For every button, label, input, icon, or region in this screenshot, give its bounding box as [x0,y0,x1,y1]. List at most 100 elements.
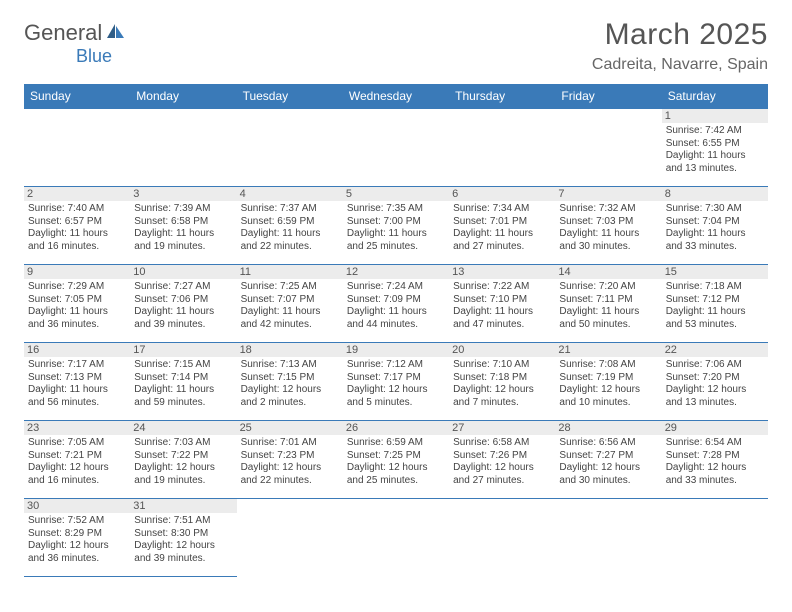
calendar-day-cell [555,109,661,187]
day-detail-line: Sunset: 7:18 PM [453,372,551,385]
day-number: 16 [24,343,130,357]
calendar-day-cell: 24Sunrise: 7:03 AMSunset: 7:22 PMDayligh… [130,421,236,499]
day-number: 19 [343,343,449,357]
day-detail-line: Daylight: 11 hours [134,228,232,241]
day-detail-line: Daylight: 11 hours [453,306,551,319]
day-number: 9 [24,265,130,279]
calendar-day-cell: 5Sunrise: 7:35 AMSunset: 7:00 PMDaylight… [343,187,449,265]
day-detail-line: Daylight: 11 hours [559,228,657,241]
day-number: 10 [130,265,236,279]
day-detail-line: Sunset: 7:14 PM [134,372,232,385]
day-detail-line: and 2 minutes. [241,397,339,410]
day-detail-line: and 25 minutes. [347,475,445,488]
calendar-day-cell: 1Sunrise: 7:42 AMSunset: 6:55 PMDaylight… [662,109,768,187]
day-detail-line: Sunset: 7:17 PM [347,372,445,385]
day-detail-line: Sunrise: 7:35 AM [347,203,445,216]
calendar-column-header: Friday [555,84,661,109]
day-detail-line: Daylight: 12 hours [241,384,339,397]
day-detail-line: Sunrise: 7:18 AM [666,281,764,294]
day-detail-line: Sunset: 7:22 PM [134,450,232,463]
day-detail-line: and 42 minutes. [241,319,339,332]
calendar-column-header: Sunday [24,84,130,109]
day-detail-line: Daylight: 11 hours [134,306,232,319]
day-detail-line: Daylight: 12 hours [453,462,551,475]
day-detail-line: Sunset: 6:55 PM [666,138,764,151]
day-detail-line: and 39 minutes. [134,319,232,332]
day-detail-line: Sunrise: 7:24 AM [347,281,445,294]
day-detail-line: Daylight: 12 hours [666,462,764,475]
day-detail-line: and 36 minutes. [28,553,126,566]
day-number: 30 [24,499,130,513]
day-detail-line: Sunrise: 7:32 AM [559,203,657,216]
calendar-week-row: 9Sunrise: 7:29 AMSunset: 7:05 PMDaylight… [24,265,768,343]
calendar-week-row: 2Sunrise: 7:40 AMSunset: 6:57 PMDaylight… [24,187,768,265]
day-detail-line: Sunset: 7:25 PM [347,450,445,463]
day-number: 20 [449,343,555,357]
day-detail-line: Sunset: 7:10 PM [453,294,551,307]
day-detail-line: and 30 minutes. [559,241,657,254]
day-detail-line: Sunrise: 7:20 AM [559,281,657,294]
day-detail-line: Daylight: 12 hours [559,384,657,397]
day-detail-line: and 59 minutes. [134,397,232,410]
day-detail-line: Sunrise: 7:12 AM [347,359,445,372]
calendar-day-cell: 13Sunrise: 7:22 AMSunset: 7:10 PMDayligh… [449,265,555,343]
calendar-day-cell: 19Sunrise: 7:12 AMSunset: 7:17 PMDayligh… [343,343,449,421]
day-detail-line: and 13 minutes. [666,397,764,410]
calendar-column-header: Wednesday [343,84,449,109]
page-title: March 2025 [24,18,768,52]
calendar-day-cell [237,499,343,577]
day-detail-line: Daylight: 11 hours [241,228,339,241]
day-detail-line: Daylight: 12 hours [666,384,764,397]
day-number: 7 [555,187,661,201]
day-detail-line: and 22 minutes. [241,241,339,254]
day-detail-line: Daylight: 11 hours [347,306,445,319]
calendar-day-cell: 29Sunrise: 6:54 AMSunset: 7:28 PMDayligh… [662,421,768,499]
day-detail-line: and 27 minutes. [453,475,551,488]
day-number: 11 [237,265,343,279]
day-number: 18 [237,343,343,357]
day-detail-line: and 19 minutes. [134,241,232,254]
day-detail-line: and 19 minutes. [134,475,232,488]
calendar-day-cell: 23Sunrise: 7:05 AMSunset: 7:21 PMDayligh… [24,421,130,499]
day-detail-line: Daylight: 11 hours [28,306,126,319]
day-detail-line: Daylight: 12 hours [28,540,126,553]
day-detail-line: Sunrise: 7:51 AM [134,515,232,528]
day-detail-line: Sunset: 7:00 PM [347,216,445,229]
day-detail-line: Sunrise: 7:52 AM [28,515,126,528]
day-detail-line: Sunrise: 7:39 AM [134,203,232,216]
day-number: 13 [449,265,555,279]
calendar-week-row: 30Sunrise: 7:52 AMSunset: 8:29 PMDayligh… [24,499,768,577]
day-detail-line: Sunset: 7:01 PM [453,216,551,229]
day-detail-line: and 53 minutes. [666,319,764,332]
calendar-week-row: 1Sunrise: 7:42 AMSunset: 6:55 PMDaylight… [24,109,768,187]
day-number: 2 [24,187,130,201]
calendar-day-cell: 10Sunrise: 7:27 AMSunset: 7:06 PMDayligh… [130,265,236,343]
day-number: 25 [237,421,343,435]
day-number: 31 [130,499,236,513]
calendar-day-cell: 30Sunrise: 7:52 AMSunset: 8:29 PMDayligh… [24,499,130,577]
calendar-day-cell [130,109,236,187]
day-detail-line: and 7 minutes. [453,397,551,410]
day-detail-line: and 50 minutes. [559,319,657,332]
day-number: 17 [130,343,236,357]
day-detail-line: Daylight: 12 hours [241,462,339,475]
calendar-day-cell: 9Sunrise: 7:29 AMSunset: 7:05 PMDaylight… [24,265,130,343]
day-detail-line: Sunset: 7:28 PM [666,450,764,463]
calendar-day-cell: 11Sunrise: 7:25 AMSunset: 7:07 PMDayligh… [237,265,343,343]
day-detail-line: Sunrise: 6:58 AM [453,437,551,450]
day-detail-line: Sunset: 7:21 PM [28,450,126,463]
day-detail-line: and 56 minutes. [28,397,126,410]
day-detail-line: Sunset: 7:15 PM [241,372,339,385]
day-detail-line: Sunset: 7:05 PM [28,294,126,307]
calendar-day-cell: 26Sunrise: 6:59 AMSunset: 7:25 PMDayligh… [343,421,449,499]
day-detail-line: Sunrise: 6:59 AM [347,437,445,450]
day-detail-line: Daylight: 11 hours [666,228,764,241]
day-detail-line: and 44 minutes. [347,319,445,332]
calendar-day-cell: 3Sunrise: 7:39 AMSunset: 6:58 PMDaylight… [130,187,236,265]
calendar-day-cell: 25Sunrise: 7:01 AMSunset: 7:23 PMDayligh… [237,421,343,499]
day-detail-line: Daylight: 11 hours [28,384,126,397]
day-detail-line: Daylight: 12 hours [453,384,551,397]
calendar-body: 1Sunrise: 7:42 AMSunset: 6:55 PMDaylight… [24,109,768,577]
day-detail-line: and 25 minutes. [347,241,445,254]
calendar-day-cell: 4Sunrise: 7:37 AMSunset: 6:59 PMDaylight… [237,187,343,265]
